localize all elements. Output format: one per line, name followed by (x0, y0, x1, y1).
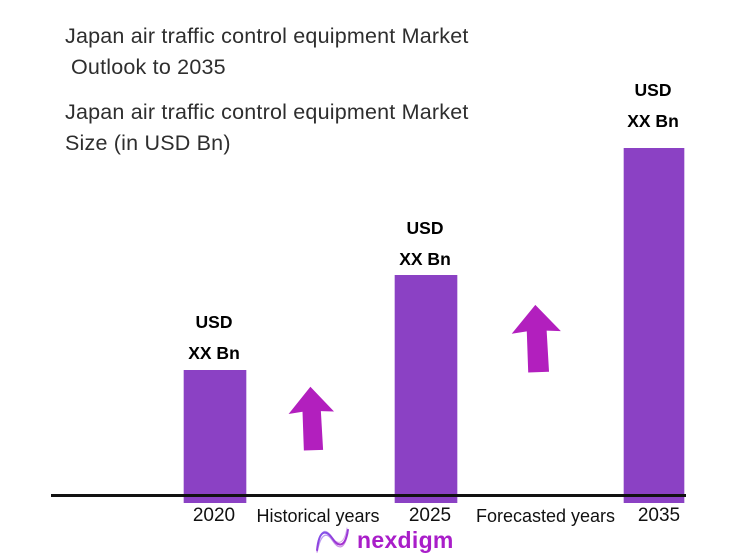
page-title-line2: Outlook to 2035 (71, 55, 226, 79)
bar-value-label-2025-amount: XX Bn (399, 249, 451, 269)
bar-value-label-2035-amount: XX Bn (627, 111, 679, 131)
bar-value-label-2025-currency: USD (406, 218, 444, 238)
bar-value-label-2020-amount: XX Bn (188, 343, 240, 363)
bar-2020 (183, 370, 247, 503)
bar-2025 (394, 275, 458, 503)
nexdigm-logo: nexdigm (314, 526, 454, 554)
bar-value-label-2020-currency: USD (195, 312, 233, 332)
growth-arrow-up-icon (286, 384, 337, 453)
bar-value-label-2025: USD XX Bn (365, 213, 485, 275)
bar-value-label-2035: USD XX Bn (593, 75, 713, 137)
x-tick-2035: 2035 (637, 505, 681, 526)
arrow-up-icon (288, 386, 335, 451)
page-title-line1: Japan air traffic control equipment Mark… (65, 24, 469, 48)
arrow-up-icon (511, 304, 561, 373)
x-tick-2020: 2020 (192, 505, 236, 526)
x-tick-2025: 2025 (408, 505, 452, 526)
growth-arrow-up-icon (509, 302, 564, 375)
nexdigm-wordmark: nexdigm (357, 527, 454, 553)
bar-2035 (623, 148, 685, 503)
bar-value-label-2035-currency: USD (634, 80, 672, 100)
chart-subtitle-line2: Size (in USD Bn) (65, 131, 231, 155)
chart-subtitle-line1: Japan air traffic control equipment Mark… (65, 100, 469, 124)
historical-years-label: Historical years (256, 506, 380, 526)
forecasted-years-label: Forecasted years (475, 506, 616, 526)
chart-subtitle: Japan air traffic control equipment Mark… (65, 97, 469, 159)
bar-value-label-2020: USD XX Bn (154, 307, 274, 369)
page-title: Japan air traffic control equipment Mark… (65, 21, 469, 83)
x-axis-line (51, 494, 686, 497)
nexdigm-logo-icon (316, 527, 349, 553)
